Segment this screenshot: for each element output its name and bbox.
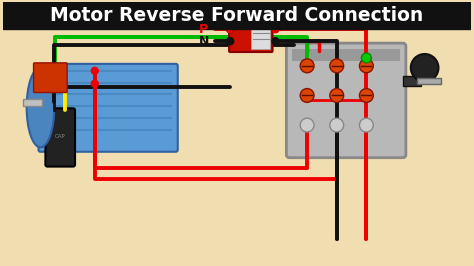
Ellipse shape (27, 67, 55, 147)
Circle shape (300, 118, 314, 132)
FancyBboxPatch shape (286, 43, 406, 158)
Circle shape (91, 80, 98, 87)
Bar (403, 76, 421, 86)
Circle shape (411, 54, 438, 82)
Text: P: P (199, 23, 208, 36)
FancyBboxPatch shape (34, 63, 67, 93)
Circle shape (272, 26, 279, 33)
Circle shape (359, 118, 374, 132)
FancyBboxPatch shape (38, 64, 178, 152)
Circle shape (227, 38, 234, 45)
Text: Motor Reverse Forward Connection: Motor Reverse Forward Connection (50, 6, 424, 25)
Bar (251, 21, 270, 49)
Circle shape (272, 38, 279, 45)
Circle shape (359, 89, 374, 102)
FancyBboxPatch shape (46, 108, 75, 167)
Text: CAP: CAP (55, 134, 65, 139)
Circle shape (359, 59, 374, 73)
Circle shape (227, 26, 234, 33)
Bar (3, 2, 471, 29)
Circle shape (300, 59, 314, 73)
Text: N: N (199, 35, 209, 48)
Circle shape (227, 38, 234, 45)
Circle shape (330, 59, 344, 73)
Bar (23, 99, 43, 106)
Bar (417, 78, 441, 84)
Circle shape (91, 67, 98, 74)
Circle shape (300, 89, 314, 102)
Bar (292, 49, 400, 61)
FancyBboxPatch shape (229, 18, 273, 52)
Circle shape (330, 118, 344, 132)
Circle shape (330, 89, 344, 102)
Circle shape (362, 53, 371, 63)
Circle shape (227, 26, 234, 33)
